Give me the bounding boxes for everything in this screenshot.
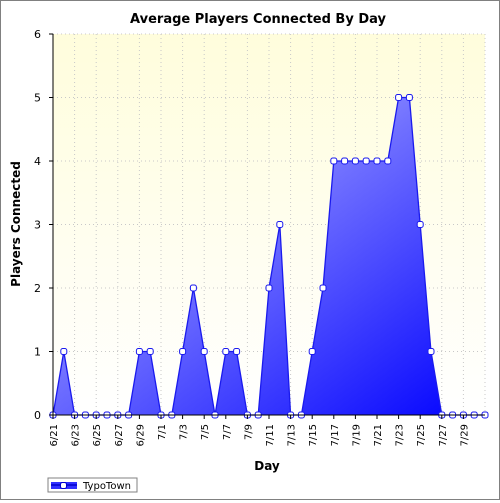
x-tick-label: 7/15 (308, 424, 319, 446)
x-tick-label: 6/27 (114, 424, 125, 446)
legend-label: TypoTown (82, 481, 131, 492)
data-point (189, 284, 197, 292)
data-point (395, 94, 403, 101)
data-point (200, 348, 208, 355)
data-point (276, 221, 284, 228)
x-tick-label: 7/3 (179, 424, 190, 440)
x-tick-label: 6/25 (92, 424, 103, 446)
y-axis-label: Players Connected (9, 161, 23, 287)
data-point (362, 157, 370, 165)
x-tick-label: 7/19 (351, 424, 362, 446)
x-tick-label: 7/1 (157, 424, 168, 440)
y-tick-label: 6 (34, 28, 41, 41)
data-point (222, 348, 230, 355)
chart-title: Average Players Connected By Day (130, 12, 386, 27)
legend: TypoTown (47, 477, 138, 493)
data-point (416, 221, 424, 228)
x-tick-label: 7/7 (222, 424, 233, 440)
data-point (373, 157, 381, 165)
data-point (384, 157, 392, 165)
data-point (330, 157, 338, 165)
data-point (405, 94, 413, 101)
data-point (233, 348, 241, 355)
x-tick-label: 7/29 (459, 424, 470, 446)
y-tick-label: 5 (34, 92, 41, 105)
data-point (351, 157, 359, 165)
data-point (146, 348, 154, 355)
data-point (341, 157, 349, 165)
y-tick-label: 3 (34, 219, 41, 232)
x-tick-label: 7/25 (416, 424, 427, 446)
y-tick-label: 2 (34, 282, 41, 295)
y-tick-label: 0 (34, 409, 41, 422)
y-tick-label: 1 (34, 346, 41, 359)
x-tick-label: 7/5 (200, 424, 211, 440)
series-area (53, 97, 485, 415)
x-tick-label: 6/23 (71, 424, 82, 446)
legend-marker (60, 482, 67, 489)
x-tick-label: 7/9 (243, 424, 254, 440)
data-point (308, 348, 316, 355)
x-tick-label: 6/29 (135, 424, 146, 446)
x-tick-label: 7/21 (373, 424, 384, 446)
data-point (179, 348, 187, 355)
x-axis-label: Day (254, 459, 280, 473)
data-point (265, 284, 273, 292)
x-tick-label: 7/27 (438, 424, 449, 446)
x-tick-label: 7/23 (395, 424, 406, 446)
x-tick-label: 7/11 (265, 424, 276, 446)
data-point (319, 284, 327, 292)
y-tick-label: 4 (34, 155, 41, 168)
data-point (427, 348, 435, 355)
x-tick-label: 7/17 (330, 424, 341, 446)
data-point (60, 348, 68, 355)
data-point (135, 348, 143, 355)
x-tick-label: 6/21 (49, 424, 60, 446)
x-tick-label: 7/13 (287, 424, 298, 446)
